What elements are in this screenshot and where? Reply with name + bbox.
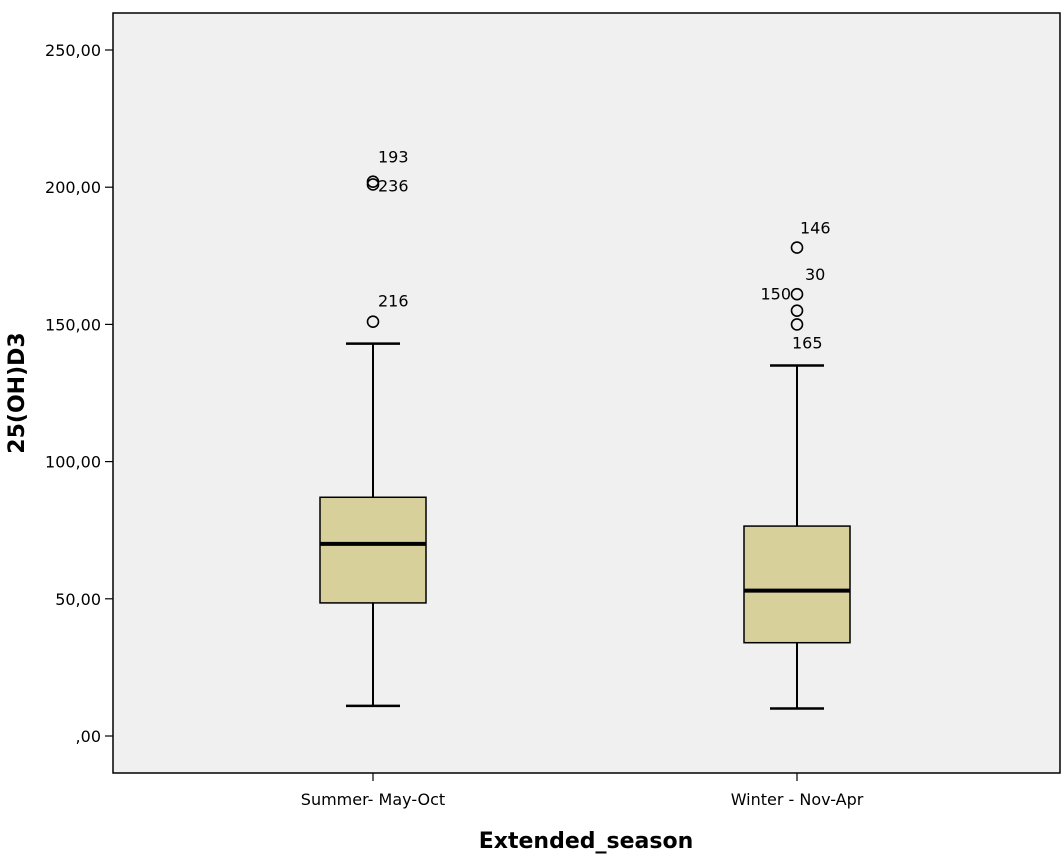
outlier-point [366,315,380,328]
box [743,525,851,644]
y-tick-label: ,00 [76,727,101,746]
y-tick-label: 200,00 [45,178,101,197]
x-tick-label: Winter - Nov-Apr [731,790,864,809]
y-tick-label: 250,00 [45,41,101,60]
outlier-point [790,304,804,317]
box [319,496,427,604]
outlier-point [790,318,804,331]
outlier-label: 150 [760,285,791,304]
outlier-point [790,287,804,301]
plot-area [112,12,1061,774]
outlier-label: 236 [378,176,409,195]
y-axis-title: 25(OH)D3 [5,332,30,453]
outlier-label: 216 [378,292,409,311]
y-tick-label: 50,00 [55,590,101,609]
box-group: 193 236 216 [319,148,427,708]
x-tick-label: Summer- May-Oct [301,790,445,809]
outlier-label: 30 [805,265,825,284]
outlier-point [366,178,380,191]
outlier-label: 165 [792,333,823,352]
outlier-label: 146 [800,219,831,238]
box-group: 146 30 150 165 [743,219,851,710]
y-tick-label: 150,00 [45,315,101,334]
y-axis: ,00 50,00 100,00 150,00 200,00 250,00 [45,41,113,746]
boxes-layer: 193 236 216 146 30 150 165 [319,148,851,710]
outlier-label: 193 [378,148,409,167]
outlier-point [790,241,804,254]
y-tick-label: 100,00 [45,453,101,472]
x-axis: Summer- May-Oct Winter - Nov-Apr [301,773,864,809]
x-axis-title: Extended_season [479,829,693,854]
